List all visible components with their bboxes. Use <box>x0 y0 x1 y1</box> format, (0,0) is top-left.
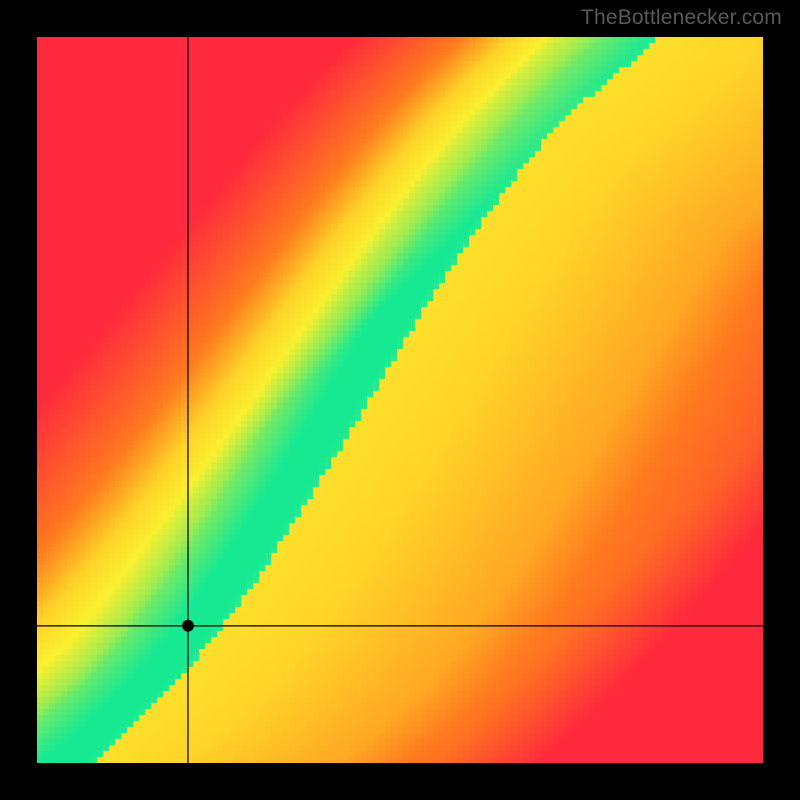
attribution-label: TheBottlenecker.com <box>581 6 782 30</box>
bottleneck-heatmap <box>37 37 763 763</box>
chart-container: TheBottlenecker.com <box>0 0 800 800</box>
